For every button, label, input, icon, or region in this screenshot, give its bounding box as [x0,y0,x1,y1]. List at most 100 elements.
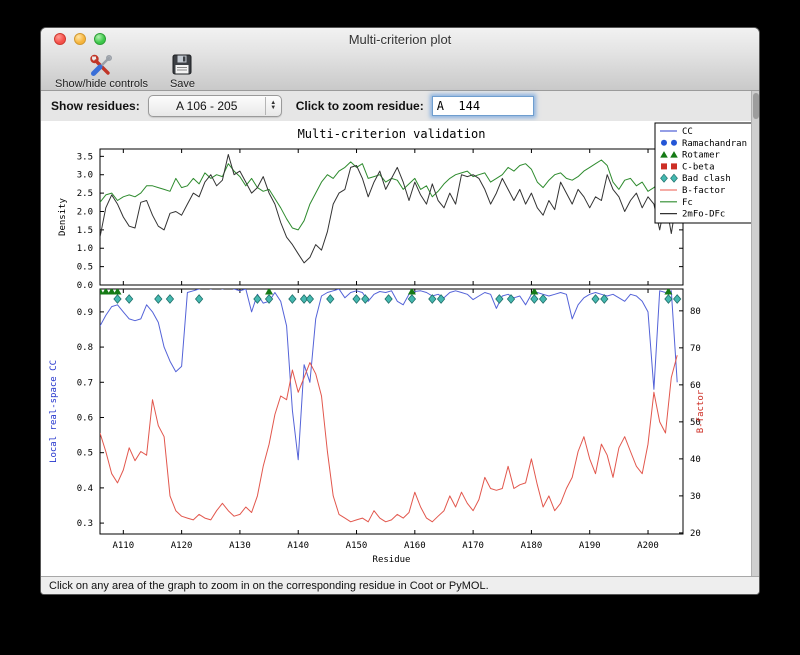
svg-text:3.0: 3.0 [77,171,93,181]
bad-clash-marker [288,294,297,304]
save-button[interactable]: Save [170,53,195,90]
zoom-residue-input[interactable] [431,96,534,116]
close-button[interactable] [54,33,66,45]
svg-text:A190: A190 [579,541,601,551]
svg-text:0.4: 0.4 [77,484,93,494]
svg-text:A170: A170 [462,541,484,551]
svg-text:30: 30 [690,492,701,502]
bottom-axes [99,288,684,535]
scrollbar-thumb[interactable] [753,93,759,119]
multi-criterion-plot-window: Multi-criterion plot Show/hide controls [40,27,760,595]
top-axes [99,148,684,286]
floppy-disk-icon [171,53,193,77]
bad-clash-marker [436,294,446,304]
rotamer-outlier-marker [101,289,110,295]
bad-clash-marker [361,294,370,304]
svg-text:20: 20 [690,529,701,539]
svg-text:70: 70 [690,344,701,354]
bad-clash-marker [506,294,516,304]
svg-text:A120: A120 [171,541,193,551]
bottom-panel-series [100,289,682,523]
svg-text:C-beta: C-beta [682,162,715,172]
minimize-button[interactable] [74,33,86,45]
bad-clash-marker [600,294,609,304]
svg-text:Ramachandran: Ramachandran [682,139,747,149]
svg-text:A140: A140 [287,541,309,551]
tools-icon [88,53,114,77]
svg-text:0.7: 0.7 [77,378,93,388]
svg-text:A160: A160 [404,541,426,551]
show-hide-controls-label: Show/hide controls [55,78,148,90]
scrollbar[interactable] [751,91,759,576]
svg-text:3.5: 3.5 [77,152,93,162]
bad-clash-marker [326,294,335,304]
svg-text:0.5: 0.5 [77,263,93,273]
bad-clash-marker [305,294,315,304]
svg-text:Fc: Fc [682,198,693,208]
svg-text:0.5: 0.5 [77,449,93,459]
bad-clash-marker [530,294,539,304]
status-bar: Click on any area of the graph to zoom i… [41,576,759,594]
zoom-button[interactable] [94,33,106,45]
show-residues-value: A 106 - 205 [175,99,238,113]
rotamer-outlier-marker [530,289,539,295]
svg-text:0.9: 0.9 [77,308,93,318]
bad-clash-marker [194,294,204,304]
svg-text:Local real-space CC: Local real-space CC [49,360,59,463]
bad-clash-marker [125,294,134,304]
svg-text:1.0: 1.0 [77,244,93,254]
bad-clash-marker [253,294,262,304]
save-label: Save [169,78,196,90]
svg-text:80: 80 [690,307,701,317]
svg-text:A110: A110 [112,541,134,551]
window-header: Multi-criterion plot Show/hide controls [41,28,759,91]
toolbar: Show/hide controls Save [55,52,195,90]
bad-clash-marker [113,294,122,304]
svg-text:A130: A130 [229,541,251,551]
svg-text:A150: A150 [346,541,368,551]
bad-clash-marker [664,294,673,304]
bad-clash-marker [407,294,417,304]
rotamer-outlier-marker [407,289,416,295]
bad-clash-marker [264,294,274,304]
svg-text:40: 40 [690,455,701,465]
svg-text:Multi-criterion validation: Multi-criterion validation [298,127,486,141]
top-panel-series [100,154,678,264]
svg-text:A180: A180 [521,541,543,551]
svg-text:A200: A200 [637,541,659,551]
svg-text:CC: CC [682,127,693,137]
bad-clash-marker [352,294,361,304]
show-hide-controls-button[interactable]: Show/hide controls [55,53,148,90]
bad-clash-marker [538,294,548,304]
bad-clash-marker [165,294,175,304]
svg-text:0.0: 0.0 [77,281,93,291]
controls-row: Show residues: A 106 - 205 ▲ ▼ Click to z… [41,91,759,121]
rotamer-outlier-marker [113,289,122,295]
bad-clash-marker [673,294,682,304]
bad-clash-marker [299,294,309,304]
svg-text:50: 50 [690,418,701,428]
show-residues-label: Show residues: [51,99,140,113]
rotamer-outlier-marker [265,289,274,295]
titlebar[interactable]: Multi-criterion plot [41,28,759,50]
svg-text:Bad clash: Bad clash [682,174,731,184]
window-title: Multi-criterion plot [348,32,452,47]
rotamer-outlier-marker [107,289,116,295]
bad-clash-marker [495,294,504,304]
svg-text:B-factor: B-factor [682,186,726,196]
svg-text:2.5: 2.5 [77,189,93,199]
rotamer-outlier-marker [664,289,673,295]
plot-figure: Multi-criterion validation A110 A120 A130 A1… [41,121,759,576]
plot-canvas[interactable]: Multi-criterion validation A110 A120 A130 A1… [41,121,759,576]
svg-text:0.8: 0.8 [77,343,93,353]
svg-text:0.3: 0.3 [77,519,93,529]
show-residues-dropdown[interactable]: A 106 - 205 ▲ ▼ [147,95,282,117]
svg-text:Residue: Residue [373,555,411,565]
stepper-arrows-icon: ▲ ▼ [264,97,281,115]
traffic-lights [54,33,106,45]
svg-text:Density: Density [58,197,68,236]
bad-clash-marker [384,294,393,304]
svg-text:1.5: 1.5 [77,226,93,236]
